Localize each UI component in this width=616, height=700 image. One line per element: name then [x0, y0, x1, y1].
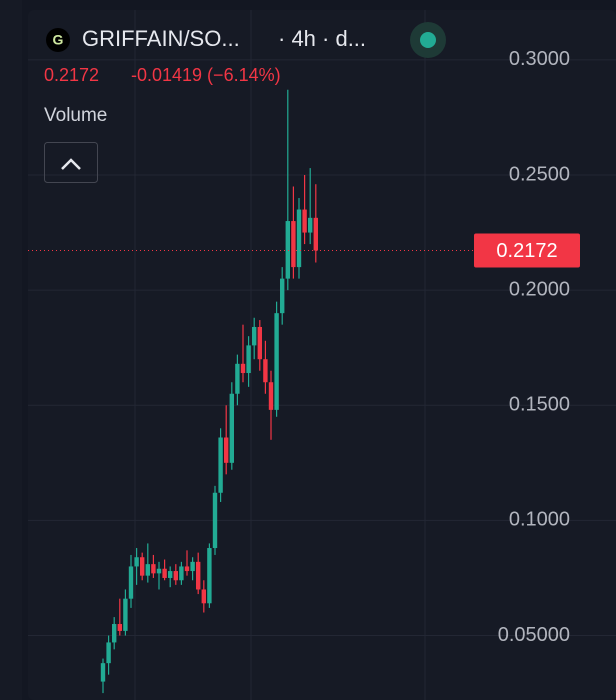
- header-change: -0.01419 (−6.14%): [131, 65, 281, 85]
- y-tick-label: 0.2500: [509, 163, 570, 185]
- candle-body: [280, 278, 285, 314]
- candle-body: [134, 557, 139, 567]
- candle-body: [100, 663, 106, 682]
- interval[interactable]: · 4h · d...: [278, 26, 366, 51]
- candle-body: [313, 217, 318, 251]
- candle-body: [263, 359, 268, 383]
- chevron-icon: [61, 158, 81, 170]
- last-price-tag: [474, 233, 580, 268]
- candle-body: [240, 363, 246, 374]
- candle-body: [151, 564, 156, 574]
- y-tick-label: 0.05000: [498, 624, 570, 646]
- candle-body: [184, 566, 190, 572]
- candle-body: [252, 326, 257, 346]
- status-dot[interactable]: [420, 32, 436, 48]
- y-tick-label: 0.3000: [509, 48, 570, 70]
- candle-body: [117, 624, 122, 631]
- candle-body: [179, 566, 184, 581]
- candle-body: [296, 209, 302, 268]
- y-tick-label: 0.1500: [509, 394, 570, 416]
- header-price: 0.2172: [44, 65, 99, 85]
- y-tick-label: 0.2000: [509, 278, 570, 300]
- candle-body: [123, 598, 128, 631]
- candle-body: [201, 589, 206, 604]
- candle-body: [218, 437, 223, 493]
- candle-body: [291, 221, 296, 268]
- candle-body: [145, 564, 150, 576]
- chart-panel: [28, 10, 616, 700]
- candle-body: [302, 209, 307, 233]
- candle-body: [196, 561, 201, 590]
- candle-body: [235, 363, 240, 394]
- candle-body: [212, 492, 218, 549]
- candle-body: [112, 624, 117, 643]
- candle-body: [156, 568, 162, 574]
- symbol-icon[interactable]: [46, 28, 70, 52]
- candle-body: [128, 566, 134, 599]
- volume-label: Volume: [44, 105, 107, 126]
- candle-body: [224, 437, 229, 463]
- collapse-button[interactable]: [44, 142, 98, 183]
- candle-body: [106, 642, 111, 664]
- y-tick-label: 0.1000: [509, 509, 570, 531]
- candle-body: [308, 217, 313, 233]
- grid: [134, 10, 426, 700]
- candle-body: [207, 548, 212, 604]
- candle-body: [268, 382, 274, 410]
- candle-body: [246, 345, 251, 374]
- candle-body: [229, 393, 234, 463]
- symbol-icon-letter: G: [53, 32, 64, 48]
- candle-body: [285, 221, 290, 279]
- last-price-label: 0.2172: [496, 240, 557, 262]
- left-panel: [0, 0, 22, 700]
- candle-body: [274, 313, 279, 410]
- candle-body: [140, 557, 145, 576]
- candle-body: [168, 571, 173, 578]
- symbol[interactable]: GRIFFAIN/SO...: [82, 26, 240, 51]
- candle-body: [257, 326, 262, 360]
- candle-body: [173, 571, 178, 581]
- candle-body: [190, 561, 195, 572]
- candle-body: [162, 568, 167, 578]
